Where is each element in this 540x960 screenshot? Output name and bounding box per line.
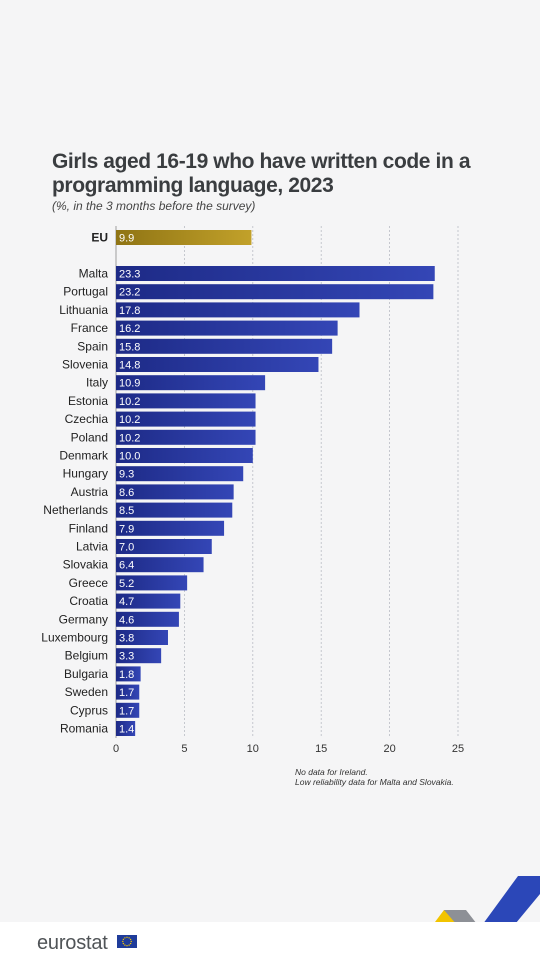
category-label: Portugal — [63, 285, 108, 299]
bar — [116, 393, 256, 409]
x-tick-label: 0 — [113, 743, 119, 755]
bar — [116, 284, 434, 300]
eu-value-label: 9.9 — [119, 233, 134, 245]
footer — [0, 922, 540, 960]
category-label: Sweden — [65, 685, 108, 699]
bar-value-label: 1.7 — [119, 705, 134, 717]
bar-value-label: 1.4 — [119, 724, 134, 736]
bar — [116, 721, 136, 736]
chart-title: Girls aged 16-19 who have written code i… — [52, 150, 471, 197]
bar-value-label: 15.8 — [119, 341, 140, 353]
category-label: Slovenia — [62, 358, 108, 372]
x-tick-label: 10 — [247, 743, 259, 755]
bar-value-label: 23.2 — [119, 287, 140, 299]
x-tick-label: 20 — [383, 743, 395, 755]
category-label: Spain — [77, 339, 108, 353]
category-label: Hungary — [63, 467, 108, 481]
bar — [116, 520, 225, 536]
bar — [116, 429, 256, 445]
category-label: Poland — [71, 430, 108, 444]
bar-value-label: 1.8 — [119, 669, 134, 681]
bar-value-label: 9.3 — [119, 469, 134, 481]
bar-value-label: 8.5 — [119, 505, 134, 517]
bar — [116, 666, 141, 682]
bar-value-label: 4.6 — [119, 614, 134, 626]
bar-value-label: 16.2 — [119, 323, 140, 335]
bar — [116, 502, 233, 518]
bar — [116, 320, 338, 336]
bar-value-label: 7.9 — [119, 523, 134, 535]
bar — [116, 411, 256, 427]
x-tick-label: 25 — [452, 743, 464, 755]
category-label: Slovakia — [63, 558, 109, 572]
bar-value-label: 1.7 — [119, 687, 134, 699]
category-label: Austria — [71, 485, 109, 499]
eu-category-label: EU — [91, 231, 108, 245]
category-label: Czechia — [65, 412, 109, 426]
bar — [116, 266, 435, 281]
bar-value-label: 10.2 — [119, 414, 140, 426]
bar — [116, 684, 140, 700]
bar — [116, 302, 360, 318]
bar-value-label: 10.0 — [119, 451, 140, 463]
bar-value-label: 3.8 — [119, 633, 134, 645]
bar-value-label: 5.2 — [119, 578, 134, 590]
category-label: Estonia — [68, 394, 108, 408]
bar — [116, 539, 212, 554]
category-label: Italy — [86, 376, 108, 390]
category-label: Romania — [60, 722, 108, 736]
bar — [116, 575, 188, 591]
category-label: Croatia — [69, 594, 108, 608]
bar-value-label: 10.2 — [119, 432, 140, 444]
bar-value-label: 7.0 — [119, 542, 134, 554]
bar-value-label: 10.9 — [119, 378, 140, 390]
bar — [116, 702, 140, 718]
bar — [116, 611, 179, 627]
footnote-no-data: No data for Ireland. — [295, 767, 368, 777]
eu-bar — [116, 230, 252, 245]
category-label: Belgium — [65, 649, 108, 663]
footnotes: No data for Ireland. Low reliability dat… — [295, 767, 454, 787]
category-label: Denmark — [59, 449, 109, 463]
bar — [116, 338, 333, 354]
x-tick-label: 5 — [181, 743, 187, 755]
bar — [116, 357, 319, 372]
bar — [116, 557, 204, 573]
bar — [116, 466, 244, 482]
footnote-low-reliability: Low reliability data for Malta and Slova… — [295, 777, 454, 787]
category-label: Latvia — [76, 540, 108, 554]
bar-value-label: 10.2 — [119, 396, 140, 408]
bar — [116, 375, 266, 391]
bar-value-label: 14.8 — [119, 360, 140, 372]
category-label: Lithuania — [59, 303, 108, 317]
category-label: Cyprus — [70, 703, 108, 717]
category-label: Germany — [59, 612, 108, 626]
category-label: Luxembourg — [41, 631, 108, 645]
bar-value-label: 17.8 — [119, 305, 140, 317]
category-label: Malta — [79, 267, 109, 281]
bar — [116, 593, 181, 609]
category-label: Bulgaria — [64, 667, 108, 681]
bar-value-label: 4.7 — [119, 596, 134, 608]
eurostat-logo: eurostat — [37, 932, 108, 954]
bar-value-label: 8.6 — [119, 487, 134, 499]
chart-subtitle: (%, in the 3 months before the survey) — [52, 199, 256, 213]
bar — [116, 648, 162, 664]
category-label: Greece — [69, 576, 109, 590]
bar-chart: 0 5 10 15 20 25 EU 9.9 Malta 23.3 Portugal 23.2 Lith… — [41, 226, 464, 755]
x-tick-label: 15 — [315, 743, 327, 755]
bar — [116, 484, 234, 500]
eu-flag-icon — [117, 935, 137, 948]
category-label: Netherlands — [43, 503, 108, 517]
category-label: Finland — [69, 521, 108, 535]
bar-value-label: 6.4 — [119, 560, 134, 572]
bar-value-label: 23.3 — [119, 269, 140, 281]
bar-value-label: 3.3 — [119, 651, 134, 663]
bar — [116, 630, 168, 645]
category-label: France — [71, 321, 109, 335]
bar — [116, 448, 253, 463]
